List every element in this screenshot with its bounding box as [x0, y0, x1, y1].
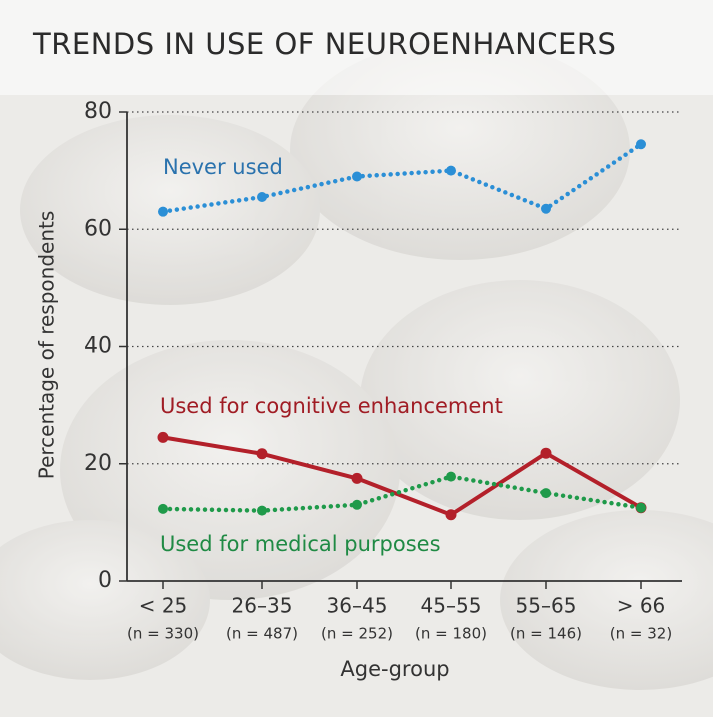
sample-size-label: (n = 32)	[610, 625, 672, 643]
series-line	[160, 141, 644, 214]
y-axis-label: Percentage of respondents	[35, 211, 59, 480]
data-point	[352, 499, 362, 510]
y-tick-label: 0	[98, 568, 112, 593]
data-point	[636, 139, 646, 150]
series-line	[161, 435, 643, 517]
data-point	[540, 447, 552, 459]
series-line	[160, 474, 644, 513]
x-tick-label: 45–55	[421, 594, 482, 618]
y-tick-label: 20	[84, 451, 112, 476]
data-point	[157, 431, 169, 443]
x-tick-label: > 66	[617, 594, 666, 618]
sample-size-label: (n = 487)	[226, 625, 298, 643]
sample-size-label: (n = 330)	[127, 625, 199, 643]
series-label: Used for cognitive enhancement	[160, 394, 503, 418]
data-point	[158, 206, 168, 217]
series-label: Used for medical purposes	[160, 532, 441, 556]
y-tick-label: 60	[84, 216, 112, 241]
data-point	[541, 203, 551, 214]
y-tick-label: 80	[84, 99, 112, 124]
series-label: Never used	[163, 155, 283, 179]
data-point	[446, 471, 456, 482]
data-point	[636, 502, 646, 513]
data-point	[351, 472, 363, 484]
y-tick-label: 40	[84, 334, 112, 359]
data-point	[158, 503, 168, 514]
x-tick-label: 36–45	[327, 594, 388, 618]
sample-size-label: (n = 252)	[321, 625, 393, 643]
data-point	[352, 171, 362, 182]
x-tick-label: 26–35	[232, 594, 293, 618]
data-point	[257, 192, 267, 203]
sample-size-label: (n = 146)	[510, 625, 582, 643]
sample-size-label: (n = 180)	[415, 625, 487, 643]
chart-title: TRENDS IN USE OF NEUROENHANCERS	[32, 27, 616, 61]
x-axis-label: Age-group	[340, 657, 449, 681]
data-point	[445, 509, 457, 521]
data-point	[541, 488, 551, 499]
data-point	[257, 505, 267, 516]
x-tick-label: 55–65	[516, 594, 577, 618]
data-point	[256, 448, 268, 460]
title-band	[0, 0, 713, 95]
x-tick-label: < 25	[139, 594, 188, 618]
data-point	[446, 165, 456, 176]
